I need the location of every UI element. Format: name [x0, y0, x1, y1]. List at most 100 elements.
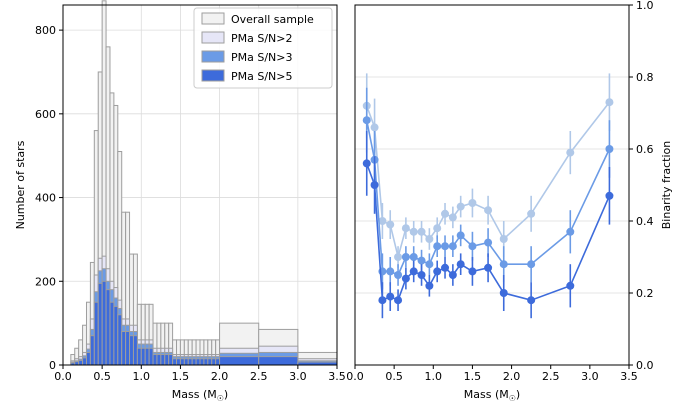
histogram-bar	[199, 358, 205, 366]
binarity-y-tick-label: 0.2	[636, 287, 654, 300]
histogram-bar	[89, 335, 95, 366]
histogram-y-ticks: 0 200 400 600 800	[35, 24, 63, 372]
histogram-y-tick-label: 200	[35, 275, 56, 288]
histogram-legend: Overall sample PMa S/N>2 PMa S/N>3 PMa S/N>…	[193, 7, 333, 89]
histogram-bar	[82, 357, 87, 366]
binarity-x-tick-label: 0.0	[346, 370, 364, 383]
histogram-x-tick-label: 2.0	[211, 370, 229, 383]
histogram-bar	[215, 358, 221, 366]
binarity-point	[417, 227, 426, 236]
histogram-bar	[136, 347, 142, 366]
binarity-point	[417, 256, 426, 265]
binarity-series-2	[362, 87, 614, 290]
binarity-point	[409, 227, 418, 236]
binarity-y-tick-label: 0.4	[636, 215, 654, 228]
binarity-point	[386, 267, 395, 276]
binarity-point	[566, 148, 575, 157]
binarity-x-tick-label: 3.5	[620, 370, 638, 383]
histogram-y-label: Number of stars	[14, 140, 27, 229]
binarity-point	[448, 271, 457, 279]
binarity-y-tick-label: 1.0	[636, 0, 654, 12]
binarity-point	[394, 296, 403, 305]
binarity-point	[425, 260, 434, 269]
binarity-point	[378, 217, 387, 225]
binarity-y-ticks: 0.0 0.2 0.4 0.6 0.8 1.0	[629, 0, 654, 372]
histogram-frame	[62, 4, 338, 366]
legend-swatch	[201, 31, 225, 44]
binarity-point	[484, 206, 493, 215]
histogram-bar	[207, 358, 213, 366]
histogram-bar	[203, 358, 209, 366]
histogram-x-ticks: 0.0 0.5 1.0 1.5 2.0 2.5 3.0 3.5	[54, 365, 346, 383]
binarity-x-tick-label: 2.0	[503, 370, 521, 383]
binarity-point	[401, 253, 410, 261]
binarity-point	[362, 159, 371, 168]
histogram-bar	[148, 347, 154, 366]
binarity-point	[386, 220, 395, 229]
legend-swatch	[201, 69, 225, 82]
legend-box	[193, 7, 333, 89]
histogram-bar	[219, 356, 260, 366]
binarity-point	[605, 98, 614, 107]
histogram-bar	[156, 354, 162, 366]
histogram-bar	[172, 358, 178, 366]
binarity-point	[370, 181, 379, 189]
histogram-bar	[101, 280, 107, 366]
legend-label: PMa S/N>2	[231, 32, 293, 45]
binarity-point	[425, 281, 434, 290]
histogram-bar	[129, 335, 134, 366]
binarity-point	[499, 260, 508, 269]
histogram-x-tick-label: 1.5	[172, 370, 190, 383]
binarity-point	[401, 224, 410, 233]
histogram-x-tick-label: 0.0	[54, 370, 72, 383]
histogram-bar	[132, 335, 138, 366]
binarity-point	[499, 235, 508, 243]
legend-label: PMa S/N>5	[231, 70, 293, 83]
histogram-x-tick-label: 2.5	[250, 370, 268, 383]
binarity-point	[456, 202, 465, 211]
histogram-bar	[109, 301, 115, 366]
histogram-bar	[168, 354, 174, 366]
histogram-bar	[183, 358, 189, 366]
binarity-point	[484, 238, 493, 247]
binarity-point	[527, 209, 536, 218]
binarity-x-tick-label: 1.5	[464, 370, 482, 383]
histogram-bar	[179, 358, 185, 366]
histogram-bar	[160, 354, 166, 366]
histogram-bar	[140, 347, 146, 366]
histogram-bar	[113, 305, 119, 366]
histogram-x-tick-label: 3.0	[289, 370, 307, 383]
binarity-point	[425, 235, 434, 243]
binarity-point	[433, 224, 442, 233]
binarity-point	[441, 242, 450, 251]
binarity-point	[605, 145, 614, 153]
histogram-bar	[258, 356, 299, 366]
histogram-bar	[176, 358, 181, 366]
histogram-bar	[152, 354, 158, 366]
histogram-bar	[117, 314, 123, 366]
binarity-point	[362, 116, 371, 125]
histogram-bar	[74, 361, 80, 366]
legend-label: PMa S/N>3	[231, 51, 293, 64]
legend-label: Overall sample	[231, 13, 314, 26]
histogram-x-tick-label: 1.0	[133, 370, 151, 383]
histogram-y-tick-label: 400	[35, 192, 56, 205]
histogram-chart: 0.0 0.5 1.0 1.5 2.0 2.5 3.0 3.5 0 200 400 600 800 M…	[14, 0, 346, 403]
histogram-x-tick-label: 0.5	[93, 370, 111, 383]
binarity-chart: 0.0 0.5 1.0 1.5 2.0 2.5 3.0 3.5 0.0 0.2 0.4 0.6 0.8…	[346, 0, 673, 403]
binarity-marks	[362, 73, 614, 319]
histogram-bar	[93, 301, 99, 366]
binarity-point	[566, 227, 575, 236]
legend-swatch	[201, 50, 225, 63]
binarity-point	[378, 296, 387, 305]
binarity-point	[448, 213, 457, 222]
binarity-point	[394, 253, 403, 261]
binarity-frame	[354, 4, 630, 366]
histogram-bar	[164, 354, 170, 366]
binarity-point	[527, 296, 536, 305]
binarity-y-tick-label: 0.6	[636, 143, 654, 156]
histogram-bar	[85, 351, 91, 366]
binarity-point	[448, 242, 457, 251]
binarity-point	[409, 267, 418, 276]
binarity-point	[468, 242, 477, 251]
